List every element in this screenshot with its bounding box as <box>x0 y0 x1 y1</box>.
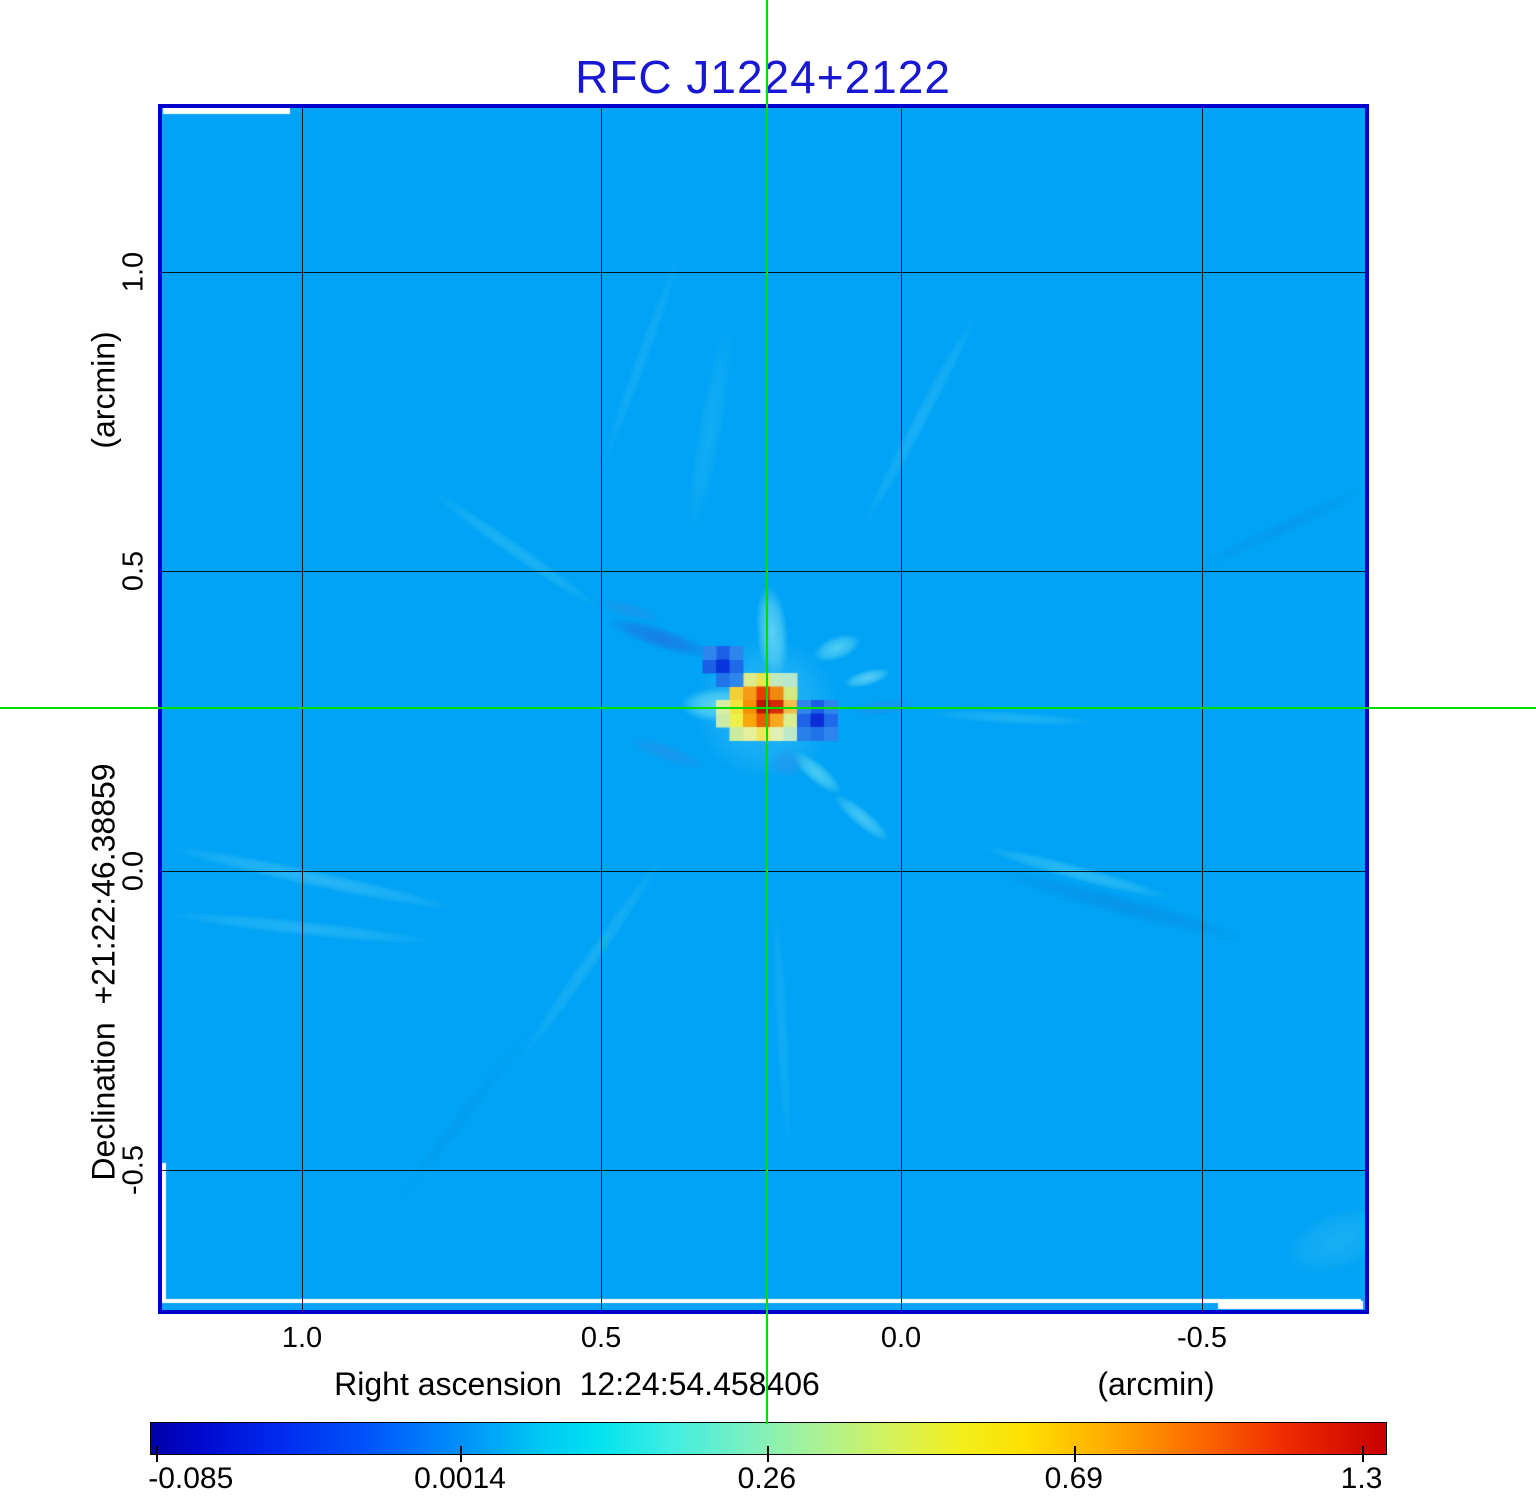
x-axis-unit-label: (arcmin) <box>1097 1366 1215 1402</box>
gridline-vertical <box>601 108 603 1310</box>
gridline-horizontal <box>162 871 1365 873</box>
colorbar-tick-label: 1.3 <box>1340 1462 1383 1495</box>
y-axis-label: Declination +21:22:46.38859 <box>85 763 122 1181</box>
colorbar-tick-label: -0.085 <box>148 1462 234 1495</box>
gridline-vertical <box>302 108 304 1310</box>
gridline-horizontal <box>162 271 1365 273</box>
colorbar <box>150 1422 1387 1462</box>
colorbar-tick-label: 0.69 <box>1044 1462 1103 1495</box>
colorbar-tick <box>1361 1446 1364 1462</box>
colorbar-tick <box>156 1446 159 1462</box>
sky-map <box>158 104 1369 1314</box>
x-tick-label: 0.0 <box>880 1322 922 1354</box>
x-axis-label: Right ascension 12:24:54.458406 <box>334 1366 820 1402</box>
x-tick-label: 1.0 <box>281 1322 323 1354</box>
colorbar-tick-label: 0.0014 <box>414 1462 506 1495</box>
intensity-map-canvas <box>162 108 1365 1310</box>
gridline-horizontal <box>162 571 1365 572</box>
x-tick-label: 0.5 <box>580 1322 622 1354</box>
gridline-vertical <box>1201 108 1203 1310</box>
x-tick-label: -0.5 <box>1176 1322 1227 1354</box>
y-tick-label: 0.5 <box>117 550 150 592</box>
colorbar-tick <box>459 1446 462 1462</box>
y-tick-label: 1.0 <box>117 251 150 293</box>
plot-title: RFC J1224+2122 <box>575 51 951 103</box>
gridline-horizontal <box>162 1169 1365 1171</box>
gridline-vertical <box>901 108 902 1310</box>
y-axis-unit-label: (arcmin) <box>85 331 122 449</box>
colorbar-tick-label: 0.26 <box>737 1462 797 1495</box>
colorbar-tick <box>766 1446 769 1462</box>
colorbar-tick <box>1073 1446 1076 1462</box>
